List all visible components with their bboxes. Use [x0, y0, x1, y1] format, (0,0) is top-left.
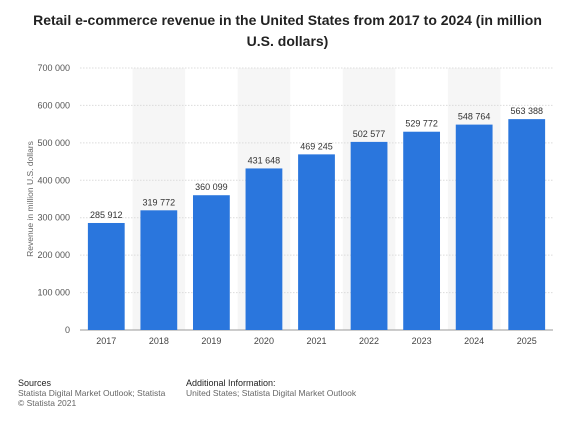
data-label: 469 245	[300, 141, 333, 151]
y-tick-label: 200 000	[37, 250, 70, 260]
data-label: 563 388	[510, 106, 543, 116]
chart-title: Retail e-commerce revenue in the United …	[33, 12, 542, 49]
x-tick-label: 2023	[412, 336, 432, 346]
x-tick-label: 2024	[464, 336, 484, 346]
x-tick-label: 2021	[306, 336, 326, 346]
bar	[350, 141, 388, 330]
bar	[403, 131, 441, 330]
y-axis-label: Revenue in million U.S. dollars	[25, 141, 35, 257]
data-label: 502 577	[353, 129, 386, 139]
y-tick-label: 0	[65, 325, 70, 335]
additional-info-text: United States; Statista Digital Market O…	[186, 388, 357, 398]
x-tick-label: 2025	[517, 336, 537, 346]
bar	[192, 195, 230, 330]
y-tick-label: 300 000	[37, 213, 70, 223]
additional-info-block: Additional Information: United States; S…	[186, 378, 356, 398]
x-tick-label: 2019	[201, 336, 221, 346]
bar	[508, 119, 546, 330]
y-tick-label: 400 000	[37, 175, 70, 185]
bar	[245, 168, 283, 330]
y-tick-label: 700 000	[37, 63, 70, 73]
copyright-text: © Statista 2021	[18, 398, 77, 408]
bar	[455, 124, 493, 331]
data-label: 285 912	[90, 210, 123, 220]
sources-block: Sources Statista Digital Market Outlook;…	[18, 378, 165, 408]
data-label: 431 648	[248, 155, 281, 165]
data-label: 548 764	[458, 112, 491, 122]
x-tick-label: 2022	[359, 336, 379, 346]
bar	[140, 210, 178, 330]
y-tick-label: 100 000	[37, 288, 70, 298]
data-label: 529 772	[405, 119, 438, 129]
x-tick-label: 2018	[149, 336, 169, 346]
x-tick-label: 2020	[254, 336, 274, 346]
bar	[298, 154, 335, 330]
sources-heading: Sources	[18, 378, 52, 388]
x-tick-label: 2017	[96, 336, 116, 346]
bar-chart: 0 100 000 200 000 300 000 400 000 500 000 600 …	[25, 63, 553, 346]
additional-info-heading: Additional Information:	[186, 378, 276, 388]
y-tick-label: 500 000	[37, 138, 70, 148]
bar	[87, 222, 125, 330]
data-label: 360 099	[195, 182, 228, 192]
sources-text: Statista Digital Market Outlook; Statist…	[18, 388, 166, 398]
y-tick-label: 600 000	[37, 100, 70, 110]
data-label: 319 772	[143, 197, 176, 207]
